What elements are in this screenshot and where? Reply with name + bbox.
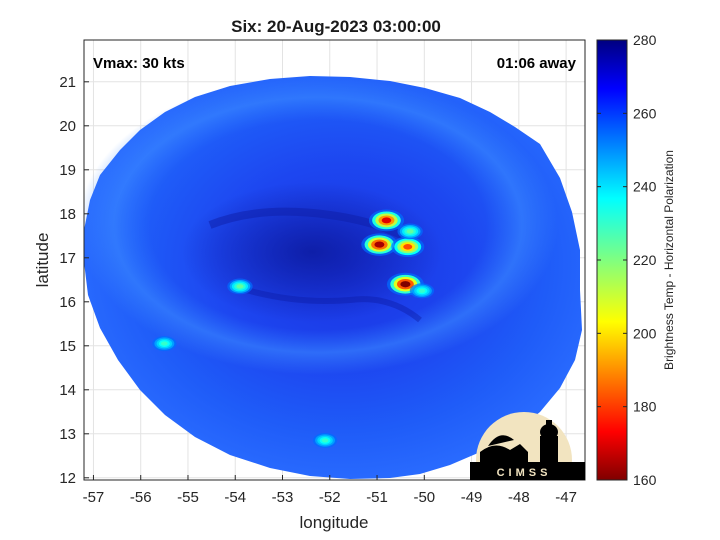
cell-contour xyxy=(418,288,426,293)
x-tick-label: -48 xyxy=(508,489,530,506)
cell-contour xyxy=(374,241,385,248)
convective-cell xyxy=(397,223,423,240)
convective-cell xyxy=(227,278,253,295)
colorbar-gradient xyxy=(596,39,628,481)
colorbar-tick-label: 200 xyxy=(633,325,657,341)
time-away-annotation: 01:06 away xyxy=(497,55,577,72)
y-tick-label: 13 xyxy=(59,426,76,443)
cimss-logo-text: CIMSS xyxy=(497,467,552,479)
y-axis: 12 13 14 15 16 17 18 19 20 21 xyxy=(59,74,89,487)
y-tick-label: 17 xyxy=(59,250,76,267)
y-tick-label: 20 xyxy=(59,118,76,135)
rainband-south xyxy=(229,282,422,323)
colorbar-ticks: 160 180 200 220 240 260 280 xyxy=(597,32,657,488)
convective-features xyxy=(152,209,435,448)
colorbar: 160 180 200 220 240 260 280 Brightness Temp - … xyxy=(596,32,676,488)
colorbar-tick-label: 280 xyxy=(633,32,657,48)
imagery-swath xyxy=(84,75,582,479)
y-tick-label: 21 xyxy=(59,74,76,91)
colorbar-tick-label: 180 xyxy=(633,399,657,415)
y-axis-label: latitude xyxy=(33,233,52,288)
y-tick-label: 15 xyxy=(59,338,76,355)
colorbar-tick-label: 260 xyxy=(633,105,657,121)
axes-frame xyxy=(83,39,586,481)
x-tick-label: -50 xyxy=(413,489,435,506)
colorbar-tick-label: 240 xyxy=(633,179,657,195)
convective-cell xyxy=(391,236,425,258)
x-tick-label: -55 xyxy=(177,489,199,506)
cell-contour xyxy=(406,229,414,234)
y-tick-label: 14 xyxy=(59,382,76,399)
cell-contour xyxy=(321,438,329,443)
x-tick-label: -53 xyxy=(272,489,294,506)
convective-cell xyxy=(361,233,398,256)
cell-contour xyxy=(236,284,244,289)
x-axis: -57 -56 -55 -54 -53 -52 -51 -50 -49 -48 -47 xyxy=(83,475,577,506)
colorbar-label: Brightness Temp - Horizontal Polarizatio… xyxy=(662,150,676,370)
convective-cell xyxy=(368,209,405,232)
vmax-annotation: Vmax: 30 kts xyxy=(93,55,185,72)
colorbar-tick-label: 220 xyxy=(633,252,657,268)
y-tick-label: 19 xyxy=(59,162,76,179)
cimss-logo: CIMSS xyxy=(470,412,585,480)
x-tick-label: -57 xyxy=(83,489,105,506)
x-tick-label: -56 xyxy=(130,489,152,506)
convective-cell xyxy=(312,432,338,448)
x-tick-label: -52 xyxy=(319,489,341,506)
convective-cell xyxy=(409,283,435,299)
cell-contour xyxy=(161,341,168,346)
convective-cell xyxy=(152,336,177,352)
x-tick-label: -47 xyxy=(555,489,577,506)
y-tick-label: 18 xyxy=(59,206,76,223)
x-axis-label: longitude xyxy=(299,513,368,532)
colorbar-tick-label: 160 xyxy=(633,472,657,488)
cell-contour xyxy=(403,244,413,250)
y-tick-label: 12 xyxy=(59,470,76,487)
cell-contour xyxy=(400,281,411,288)
x-tick-label: -54 xyxy=(224,489,246,506)
chart-title: Six: 20-Aug-2023 03:00:00 xyxy=(231,17,441,36)
cell-contour xyxy=(381,217,392,224)
y-tick-label: 16 xyxy=(59,294,76,311)
x-tick-label: -49 xyxy=(461,489,483,506)
x-tick-label: -51 xyxy=(366,489,388,506)
